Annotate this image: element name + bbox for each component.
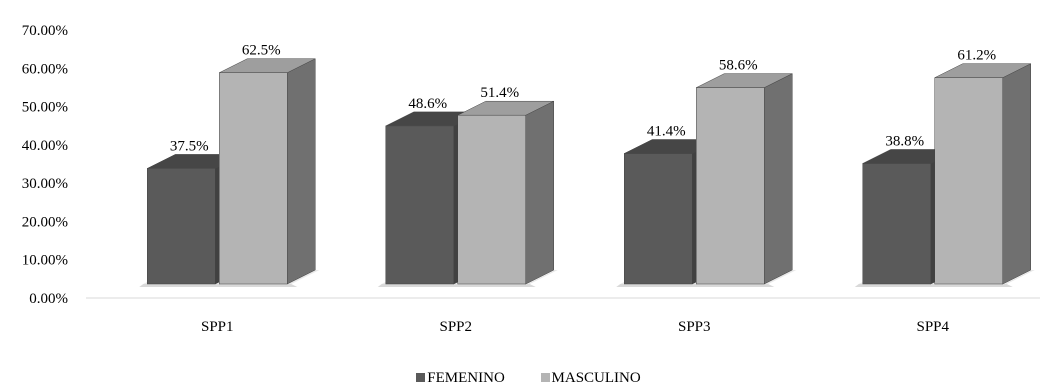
legend-item-femenino: FEMENINO [416, 370, 505, 387]
floor-shadow-edge [377, 284, 536, 287]
data-label: 51.4% [480, 85, 519, 101]
legend: FEMENINO MASCULINO [0, 370, 1057, 387]
legend-item-masculino: MASCULINO [540, 370, 641, 387]
y-tick-label: 40.00% [22, 138, 68, 154]
floor-shadow-edge [616, 284, 775, 287]
data-label: 48.6% [408, 96, 447, 112]
x-tick-label: SPP4 [916, 319, 949, 335]
bar [219, 72, 288, 285]
bar [862, 163, 931, 285]
x-tick-label: SPP2 [439, 319, 472, 335]
legend-label-femenino: FEMENINO [427, 370, 505, 386]
y-tick-label: 60.00% [22, 61, 68, 77]
bar-side [1002, 63, 1031, 285]
data-label: 61.2% [957, 48, 996, 64]
data-label: 38.8% [885, 133, 924, 149]
data-label: 41.4% [647, 123, 686, 139]
data-label: 37.5% [170, 138, 209, 154]
bar [147, 168, 216, 285]
y-tick-label: 10.00% [22, 253, 68, 269]
floor-shadow-edge [854, 284, 1013, 287]
bar-side [525, 100, 554, 285]
bar-side [287, 58, 316, 285]
data-label: 58.6% [719, 58, 758, 74]
bar [934, 77, 1003, 285]
y-tick-label: 50.00% [22, 100, 68, 116]
legend-swatch-masculino [540, 373, 550, 382]
bar [385, 125, 454, 285]
bar [696, 87, 765, 285]
y-tick-label: 0.00% [29, 291, 68, 307]
legend-label-masculino: MASCULINO [551, 370, 641, 386]
data-label: 62.5% [242, 43, 281, 59]
legend-swatch-femenino [416, 373, 426, 382]
y-tick-label: 70.00% [22, 23, 68, 39]
y-tick-label: 20.00% [22, 214, 68, 230]
bar-side [764, 73, 793, 285]
x-tick-label: SPP3 [678, 319, 711, 335]
bar [457, 114, 526, 285]
floor-shadow-edge [139, 284, 298, 287]
x-tick-label: SPP1 [201, 319, 234, 335]
bar [624, 153, 693, 285]
y-tick-label: 30.00% [22, 176, 68, 192]
